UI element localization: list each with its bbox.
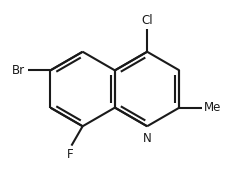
- Text: Cl: Cl: [141, 14, 152, 27]
- Text: Br: Br: [12, 64, 25, 77]
- Text: Me: Me: [203, 101, 221, 114]
- Text: F: F: [67, 148, 73, 161]
- Text: N: N: [142, 132, 151, 145]
